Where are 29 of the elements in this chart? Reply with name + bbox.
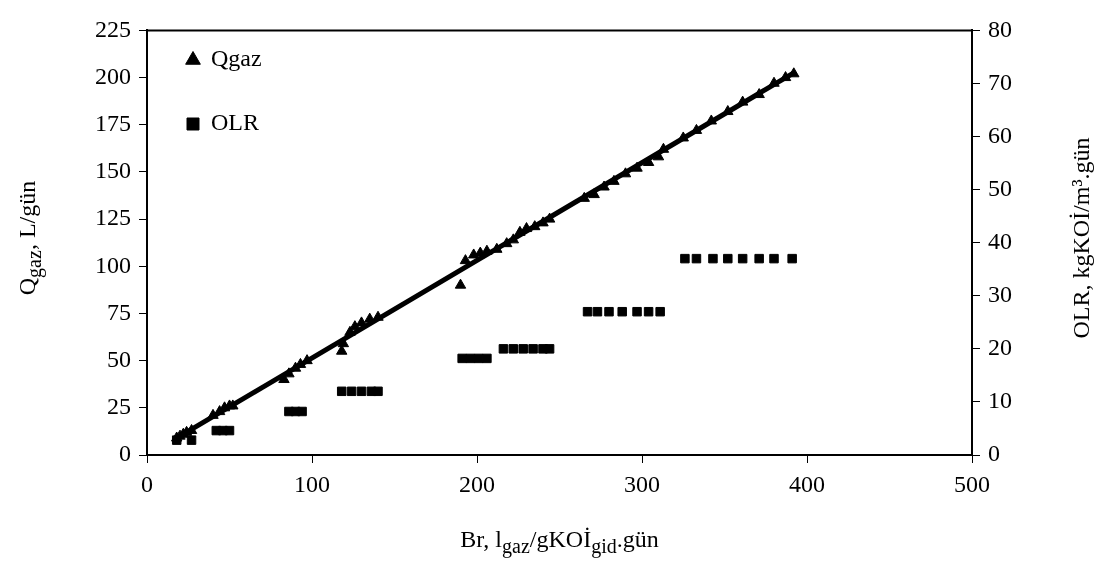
y2-tick-label: 40 xyxy=(988,228,1012,254)
y-tick-label: 150 xyxy=(95,157,131,184)
y-tick-label: 200 xyxy=(95,62,131,89)
y-tick-label: 25 xyxy=(107,393,131,420)
y-tick-label: 75 xyxy=(107,298,131,325)
y2-tick-label: 50 xyxy=(988,174,1012,201)
x-tick-label: 400 xyxy=(789,470,825,497)
y2-tick-label: 0 xyxy=(988,440,1000,467)
y2-tick-label: 80 xyxy=(988,15,1012,42)
x-tick-label: 0 xyxy=(141,470,153,497)
x-axis-title: Br, l$_{gaz}$/gKOİ$_{gid}$.gün xyxy=(460,526,659,558)
y-tick-label: 50 xyxy=(107,345,131,372)
legend-label: Qgaz xyxy=(211,45,262,72)
x-tick-label: 500 xyxy=(954,470,990,497)
x-tick-label: 200 xyxy=(459,470,495,497)
y2-tick-label: 10 xyxy=(988,387,1012,414)
y-tick-label: 125 xyxy=(95,204,131,231)
y2-tick-label: 30 xyxy=(988,281,1012,308)
y2-tick-label: 60 xyxy=(988,121,1012,148)
x-tick-label: 300 xyxy=(624,470,660,497)
y-tick-label: 100 xyxy=(95,251,131,278)
y-tick-label: 175 xyxy=(95,110,131,137)
y2-tick-label: 70 xyxy=(988,68,1012,95)
y-tick-label: 0 xyxy=(119,440,131,467)
legend-label: OLR xyxy=(211,109,259,136)
y-tick-label: 225 xyxy=(95,15,131,42)
y2-tick-label: 20 xyxy=(988,334,1012,361)
x-tick-label: 100 xyxy=(294,470,330,497)
y2-axis-title: OLR, kgKOİ/m³.gün xyxy=(1067,136,1095,339)
